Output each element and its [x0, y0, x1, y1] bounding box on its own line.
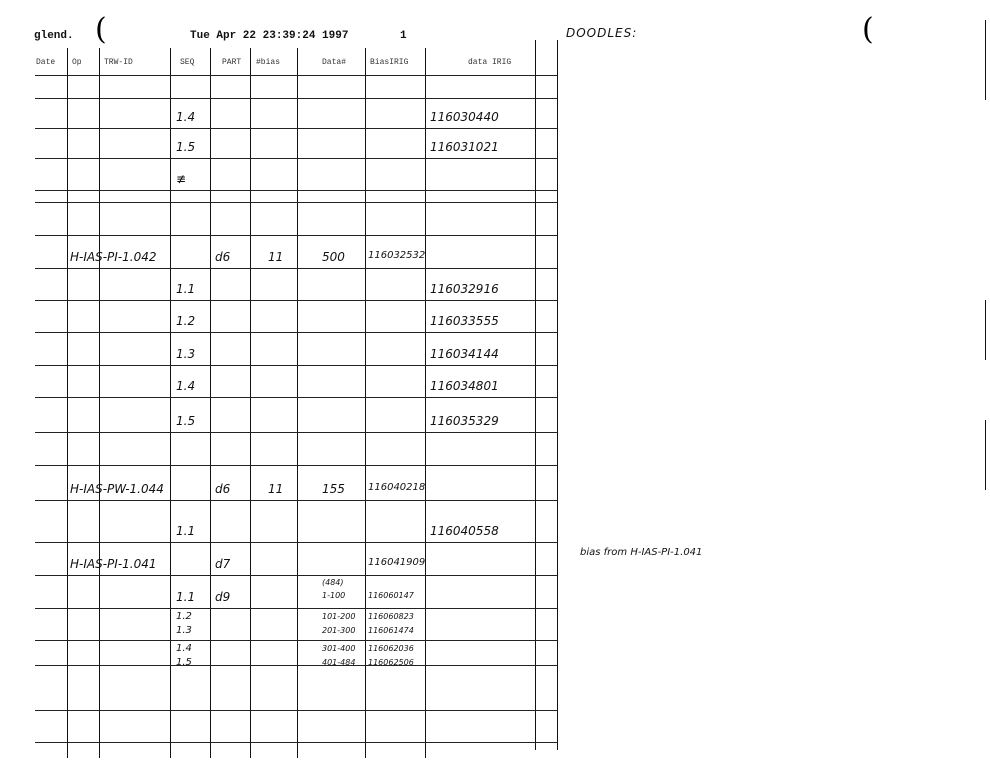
cell-seq: 1.2 1.3: [176, 611, 192, 636]
cell-trw-id: H-IAS-PI-1.041: [70, 557, 157, 571]
cell-data-num-note: (484): [322, 578, 344, 587]
edge-line: [985, 300, 986, 360]
row-divider: [35, 465, 557, 466]
column-divider: [557, 40, 558, 750]
cell-bias-irig: 116060147: [368, 591, 414, 600]
column-header-data-num: Data#: [322, 58, 347, 67]
cell-trw-id: H-IAS-PW-1.044: [70, 482, 164, 496]
row-divider: [35, 500, 557, 501]
cell-data-irig: 116034801: [430, 379, 499, 393]
row-divider: [35, 235, 557, 236]
cell-data-irig: 116032916: [430, 282, 499, 296]
row-divider: [35, 397, 557, 398]
cell-bias-irig: 116032532: [368, 250, 426, 261]
column-header-seq: SEQ: [180, 58, 195, 67]
row-divider: [35, 158, 557, 159]
cell-seq: 1.4 1.5: [176, 643, 192, 668]
cell-seq: ≢: [176, 172, 187, 186]
edge-line: [985, 420, 986, 490]
row-divider: [35, 332, 557, 333]
column-divider: [250, 48, 251, 758]
cell-part: d6: [215, 250, 231, 264]
column-header-op: Op: [72, 58, 82, 67]
page-number: 1: [400, 30, 407, 42]
cell-seq: 1.1: [176, 590, 196, 604]
column-divider: [170, 48, 171, 758]
cell-seq: 1.1: [176, 282, 196, 296]
cell-data-num: 500: [322, 250, 345, 264]
column-divider: [297, 48, 298, 758]
cell-bias: 11: [268, 250, 284, 264]
row-divider: [35, 608, 557, 609]
column-header-bias-irig: BiasIRIG: [370, 58, 409, 67]
column-divider: [67, 48, 68, 758]
column-header-trw-id: TRW-ID: [104, 58, 133, 67]
column-header-date: Date: [36, 58, 56, 67]
cell-seq: 1.2: [176, 314, 196, 328]
column-divider: [535, 40, 536, 750]
row-divider: [35, 432, 557, 433]
row-divider: [35, 98, 557, 99]
cell-data-num: 155: [322, 482, 345, 496]
system-name: glend.: [34, 30, 74, 42]
column-header-part: PART: [222, 58, 242, 67]
cell-data-irig: 116030440: [430, 110, 499, 124]
cell-seq: 1.3: [176, 347, 196, 361]
edge-line: [985, 20, 986, 100]
cell-seq: 1.5: [176, 414, 196, 428]
column-divider: [99, 48, 100, 758]
column-divider: [425, 48, 426, 758]
cell-data-num: 1-100: [322, 591, 346, 600]
cell-bias-irig: 116062036 116062506: [368, 644, 414, 667]
binder-hole-mark: (: [95, 12, 107, 47]
column-divider: [210, 48, 211, 758]
cell-part: d7: [215, 557, 231, 571]
row-divider: [35, 190, 557, 191]
cell-data-irig: 116035329: [430, 414, 499, 428]
row-divider: [35, 268, 557, 269]
row-divider: [35, 742, 557, 743]
row-divider: [35, 365, 557, 366]
row-divider: [35, 202, 557, 203]
row-divider: [35, 640, 557, 641]
cell-data-num: 301-400 401-484: [322, 644, 356, 667]
cell-bias-irig: 116060823 116061474: [368, 612, 414, 635]
row-divider: [35, 665, 557, 666]
row-divider: [35, 128, 557, 129]
cell-bias-irig: 116041909: [368, 557, 426, 568]
column-header-bias: #bias: [256, 58, 281, 67]
cell-data-irig: 116033555: [430, 314, 499, 328]
row-divider: [35, 300, 557, 301]
cell-bias-irig: 116040218: [368, 482, 426, 493]
binder-hole-mark: (: [862, 12, 874, 47]
cell-data-num: 101-200 201-300: [322, 612, 356, 635]
cell-seq: 1.5: [176, 140, 196, 154]
column-divider: [365, 48, 366, 758]
cell-trw-id: H-IAS-PI-1.042: [70, 250, 157, 264]
cell-seq: 1.4: [176, 110, 196, 124]
cell-data-irig: 116034144: [430, 347, 499, 361]
row-divider: [35, 75, 557, 76]
cell-bias: 11: [268, 482, 284, 496]
cell-seq: 1.1: [176, 524, 196, 538]
doodles-label: DOODLES:: [566, 26, 638, 40]
cell-part: d9: [215, 590, 231, 604]
row-divider: [35, 710, 557, 711]
timestamp: Tue Apr 22 23:39:24 1997: [190, 30, 349, 42]
cell-seq: 1.4: [176, 379, 196, 393]
bias-note: bias from H-IAS-PI-1.041: [580, 547, 703, 558]
cell-part: d6: [215, 482, 231, 496]
row-divider: [35, 575, 557, 576]
cell-data-irig: 116031021: [430, 140, 499, 154]
cell-data-irig: 116040558: [430, 524, 499, 538]
row-divider: [35, 542, 557, 543]
column-header-data-irig: data IRIG: [468, 58, 512, 67]
